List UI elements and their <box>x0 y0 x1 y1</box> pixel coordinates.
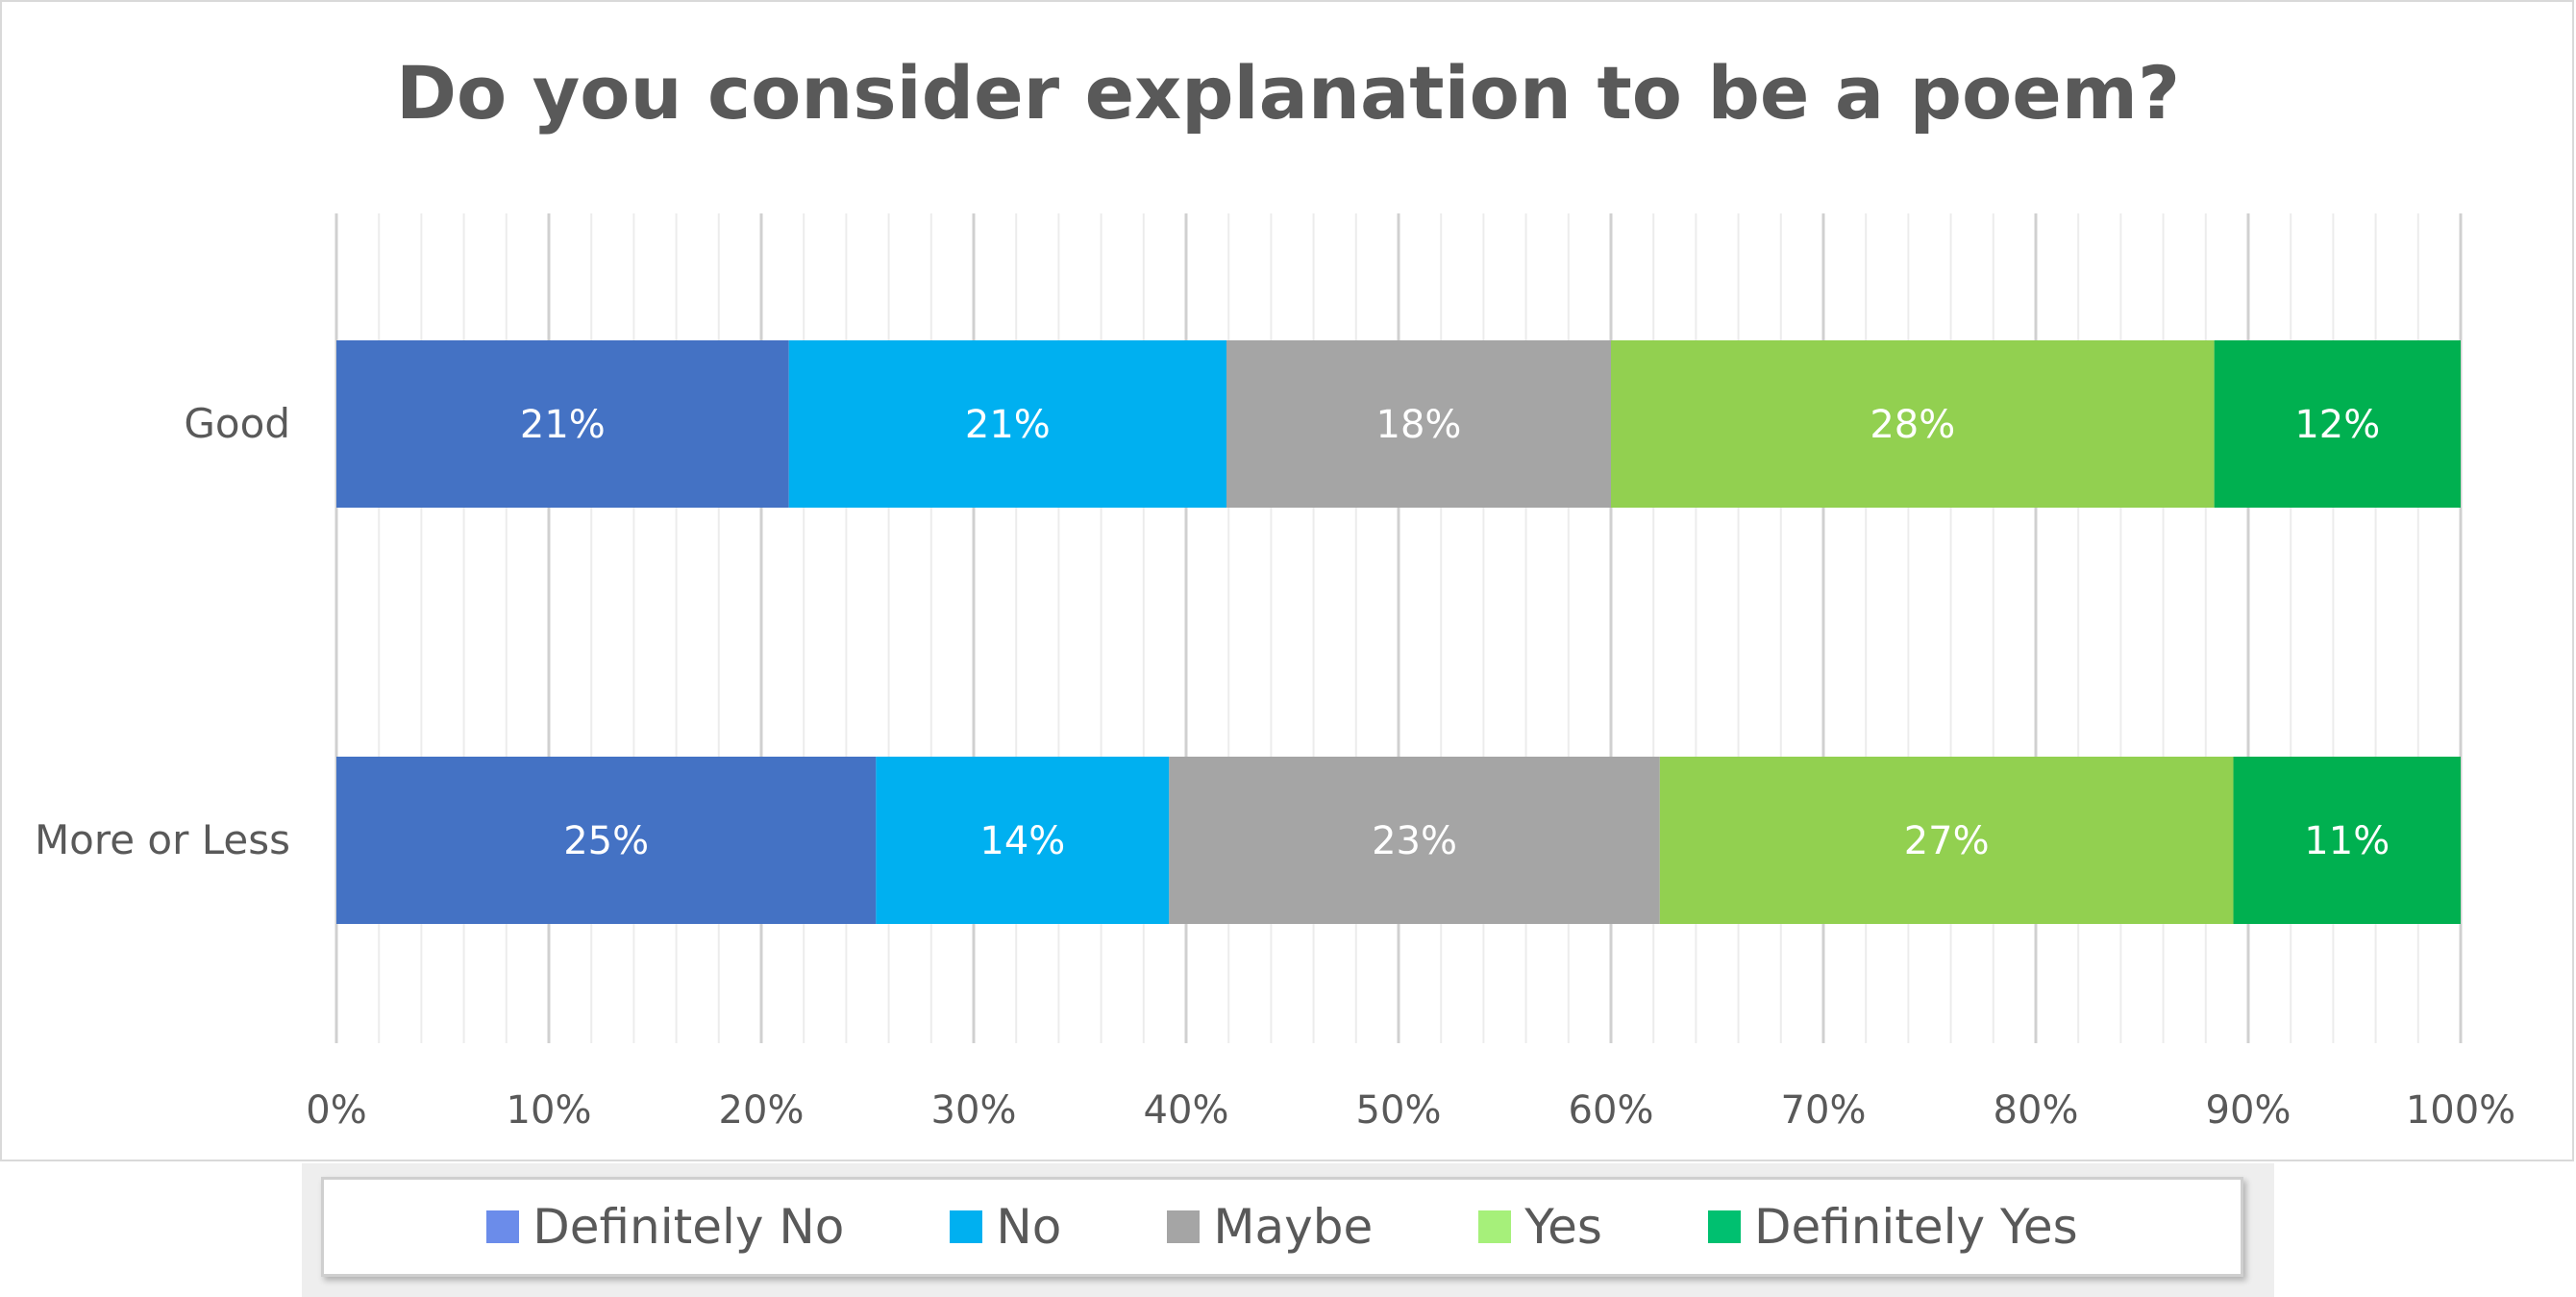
bar-segment <box>2233 757 2461 924</box>
x-tick-label: 100% <box>2406 1088 2515 1133</box>
bar-segment <box>336 340 789 508</box>
category-label: More or Less <box>35 816 290 863</box>
legend-label: Definitely Yes <box>1753 1199 2078 1255</box>
x-tick-label: 60% <box>1569 1088 1654 1133</box>
bar-segment <box>336 757 877 924</box>
bar-segment <box>2214 340 2461 508</box>
legend-label: Maybe <box>1213 1199 1374 1255</box>
legend-label: Yes <box>1524 1199 1602 1255</box>
x-tick-label: 20% <box>719 1088 805 1133</box>
data-label: 18% <box>1376 403 1462 447</box>
x-tick-label: 90% <box>2206 1088 2291 1133</box>
data-label: 12% <box>2294 403 2380 447</box>
legend-item: Definitely No <box>486 1199 844 1255</box>
bar-segment <box>1226 340 1611 508</box>
data-label: 28% <box>1870 403 1955 447</box>
legend-area: Definitely No No Maybe Yes Definitely Yes <box>302 1163 2274 1297</box>
legend-swatch <box>1478 1210 1512 1243</box>
legend-item: Maybe <box>1167 1199 1373 1255</box>
chart-title: Do you consider explanation to be a poem… <box>395 50 2181 136</box>
chart-frame <box>0 0 2574 1161</box>
data-label: 21% <box>520 403 606 447</box>
plot-area: 0% 10% 20% 30% 40% 50% 60% 70% 80% 90% 100% Good 21%… <box>35 213 2515 1133</box>
data-label: 25% <box>563 819 649 863</box>
legend-swatch <box>1167 1210 1201 1243</box>
legend-label: Definitely No <box>533 1199 845 1255</box>
category-label: Good <box>184 400 290 447</box>
bar-segment <box>1611 340 2215 508</box>
data-label: 21% <box>965 403 1051 447</box>
x-tick-label: 50% <box>1356 1088 1442 1133</box>
x-tick-label: 80% <box>1994 1088 2079 1133</box>
legend-item: Yes <box>1478 1199 1602 1255</box>
legend-label: No <box>996 1199 1062 1255</box>
legend-item: No <box>950 1199 1061 1255</box>
legend-swatch <box>1707 1210 1741 1243</box>
x-tick-label: 40% <box>1144 1088 1229 1133</box>
legend-swatch <box>950 1210 983 1243</box>
x-tick-label: 70% <box>1781 1088 1867 1133</box>
bar-segment <box>788 340 1226 508</box>
bar-segment <box>1169 757 1660 924</box>
data-label: 14% <box>979 819 1065 863</box>
legend-item: Definitely Yes <box>1707 1199 2078 1255</box>
data-label: 27% <box>1904 819 1990 863</box>
data-label: 11% <box>2304 819 2390 863</box>
bar-segment <box>1659 757 2234 924</box>
x-tick-label: 10% <box>507 1088 592 1133</box>
data-label: 23% <box>1372 819 1457 863</box>
bar-segment <box>876 757 1170 924</box>
legend: Definitely No No Maybe Yes Definitely Yes <box>321 1177 2243 1277</box>
legend-swatch <box>486 1210 520 1243</box>
x-tick-label: 30% <box>931 1088 1017 1133</box>
x-tick-label: 0% <box>306 1088 366 1133</box>
